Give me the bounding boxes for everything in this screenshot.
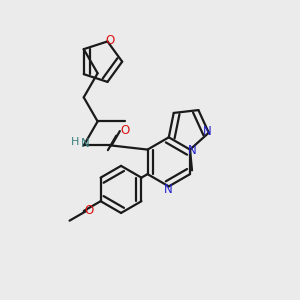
Text: O: O xyxy=(121,124,130,136)
Text: N: N xyxy=(81,137,90,150)
Text: O: O xyxy=(84,204,94,218)
Text: H: H xyxy=(71,136,80,147)
Text: N: N xyxy=(203,125,212,138)
Text: N: N xyxy=(188,144,197,157)
Text: N: N xyxy=(164,182,172,196)
Text: O: O xyxy=(106,34,115,47)
